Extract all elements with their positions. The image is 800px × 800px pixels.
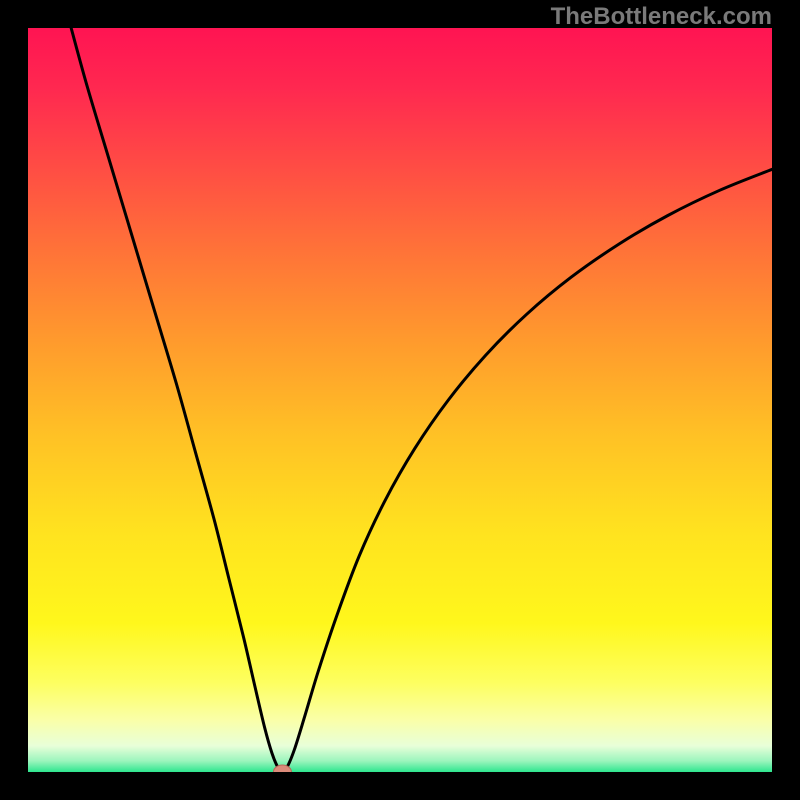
chart-frame: TheBottleneck.com	[0, 0, 800, 800]
watermark-text: TheBottleneck.com	[551, 3, 772, 31]
bottleneck-chart	[0, 0, 800, 800]
plot-background	[28, 28, 772, 772]
